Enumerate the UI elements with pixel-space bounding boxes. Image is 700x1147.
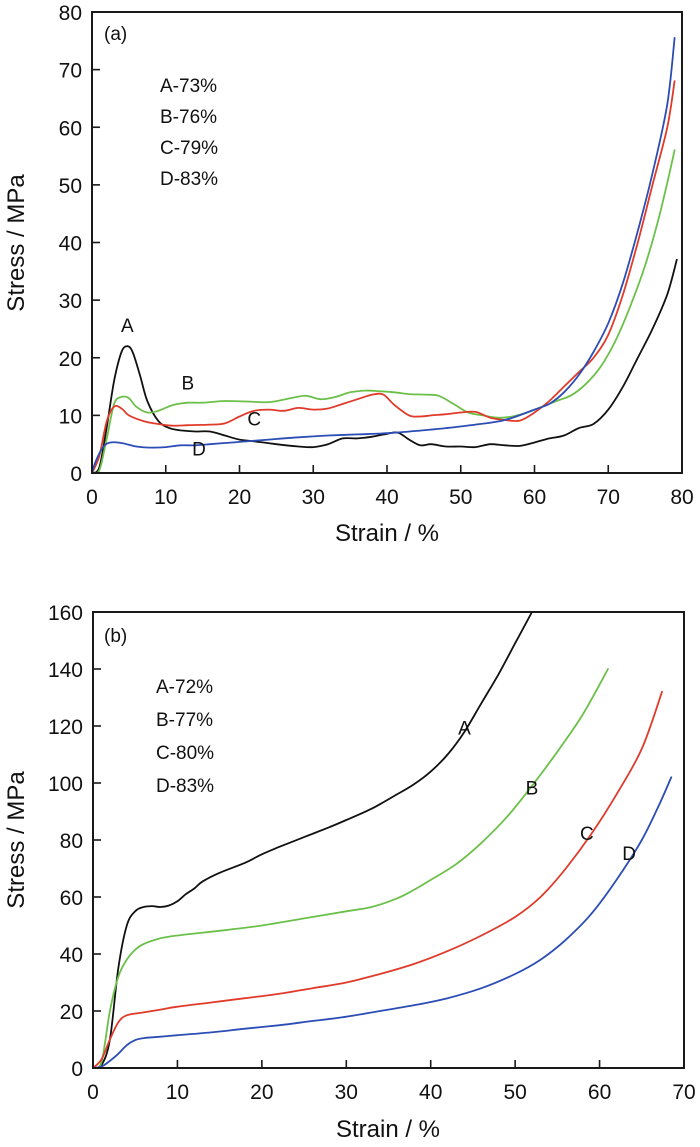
- panel-a-x-tick-label: 70: [597, 486, 620, 509]
- panel-b-y-axis-title: Stress / MPa: [3, 771, 30, 909]
- panel-b-x-tick-label: 70: [672, 1081, 695, 1104]
- panel-b-legend-entry-d: D-83%: [156, 776, 214, 797]
- panel-a-legend-entry-b: B-76%: [160, 107, 217, 128]
- panel-a-curve-label-b: B: [182, 373, 195, 394]
- panel-b-series-b: [93, 668, 609, 1068]
- panel-a-label: (a): [104, 24, 127, 45]
- panel-b-series-d: [93, 776, 673, 1068]
- panel-a-legend: A-73% B-76% C-79% D-83%: [160, 76, 218, 190]
- panel-b-y-tick-label: 80: [60, 830, 83, 853]
- panel-b-x-tick-label: 20: [250, 1081, 273, 1104]
- panel-a-series-a: [92, 258, 678, 473]
- panel-a-x-axis-title: Strain / %: [335, 520, 439, 547]
- panel-a-x-tick-label: 0: [86, 486, 98, 509]
- panel-b-y-tick-label: 100: [48, 773, 83, 796]
- panel-a-x-tick-label: 40: [375, 486, 398, 509]
- panel-b-curve-label-b: B: [526, 778, 539, 799]
- panel-b-y-tick-label: 140: [48, 659, 83, 682]
- panel-a-series-d: [92, 37, 676, 473]
- panel-b-x-tick-label: 40: [419, 1081, 442, 1104]
- panel-a-series-b: [92, 149, 676, 473]
- panel-b-y-tick-label: 0: [71, 1058, 83, 1081]
- panel-b-x-tick-label: 0: [87, 1081, 99, 1104]
- panel-b-curve-label-d: D: [622, 844, 636, 865]
- panel-b-curve-label-a: A: [458, 719, 471, 740]
- panel-b-x-tick-label: 50: [503, 1081, 526, 1104]
- panel-b-y-tick-label: 120: [48, 716, 83, 739]
- panel-a-marks: 0 10 20 30 40 50 60 70 80 0 10 20 30 40 50 60 70 80 A B C D: [59, 2, 694, 509]
- panel-a-x-tick-label: 20: [228, 486, 251, 509]
- panel-b-legend-entry-a: A-72%: [156, 677, 213, 698]
- panel-b-label: (b): [104, 626, 127, 647]
- panel-a-legend-entry-a: A-73%: [160, 76, 217, 97]
- panel-b-y-tick-label: 160: [48, 602, 83, 625]
- chart-panel-b: 0 10 20 30 40 50 60 70 0 20 40 60 80 100 120 140 160 A B C D…: [3, 602, 696, 1143]
- panel-a-y-tick-label: 0: [70, 463, 82, 486]
- panel-a-x-tick-label: 60: [523, 486, 546, 509]
- panel-a-curve-label-c: C: [247, 410, 261, 431]
- panel-a-y-tick-label: 10: [59, 405, 82, 428]
- panel-a-y-axis-title: Stress / MPa: [3, 174, 30, 312]
- panel-a-y-tick-label: 80: [59, 2, 82, 25]
- panel-b-legend: A-72% B-77% C-80% D-83%: [156, 677, 214, 797]
- panel-a-x-tick-label: 30: [302, 486, 325, 509]
- panel-b-y-tick-label: 40: [60, 944, 83, 967]
- panel-a-y-tick-label: 40: [59, 233, 82, 256]
- panel-b-legend-entry-b: B-77%: [156, 710, 213, 731]
- panel-a-y-tick-label: 30: [59, 290, 82, 313]
- panel-a-y-tick-label: 20: [59, 348, 82, 371]
- panel-b-y-tick-label: 20: [60, 1001, 83, 1024]
- panel-a-y-tick-label: 60: [59, 117, 82, 140]
- panel-b-marks: 0 10 20 30 40 50 60 70 0 20 40 60 80 100 120 140 160 A B C D: [48, 602, 696, 1104]
- panel-a-legend-entry-c: C-79%: [160, 138, 218, 159]
- panel-a-x-tick-label: 50: [449, 486, 472, 509]
- panel-b-series-c: [93, 690, 663, 1068]
- panel-a-x-tick-label: 10: [154, 486, 177, 509]
- panel-a-legend-entry-d: D-83%: [160, 169, 218, 190]
- panel-b-x-tick-label: 60: [588, 1081, 611, 1104]
- panel-a-curve-label-d: D: [192, 440, 206, 461]
- chart-panel-a: 0 10 20 30 40 50 60 70 80 0 10 20 30 40 50 60 70 80 A B C D (…: [3, 2, 694, 547]
- panel-a-x-tick-label: 80: [670, 486, 693, 509]
- panel-a-y-tick-label: 50: [59, 175, 82, 198]
- panel-b-x-tick-label: 10: [166, 1081, 189, 1104]
- panel-b-series-a: [93, 612, 533, 1068]
- panel-a-y-tick-label: 70: [59, 60, 82, 83]
- panel-b-legend-entry-c: C-80%: [156, 743, 214, 764]
- panel-a-curve-label-a: A: [121, 316, 134, 337]
- panel-b-x-axis-title: Strain / %: [336, 1116, 440, 1143]
- panel-a-series-c: [92, 80, 676, 473]
- panel-b-x-tick-label: 30: [335, 1081, 358, 1104]
- panel-b-y-tick-label: 60: [60, 887, 83, 910]
- panel-b-curve-label-c: C: [580, 824, 594, 845]
